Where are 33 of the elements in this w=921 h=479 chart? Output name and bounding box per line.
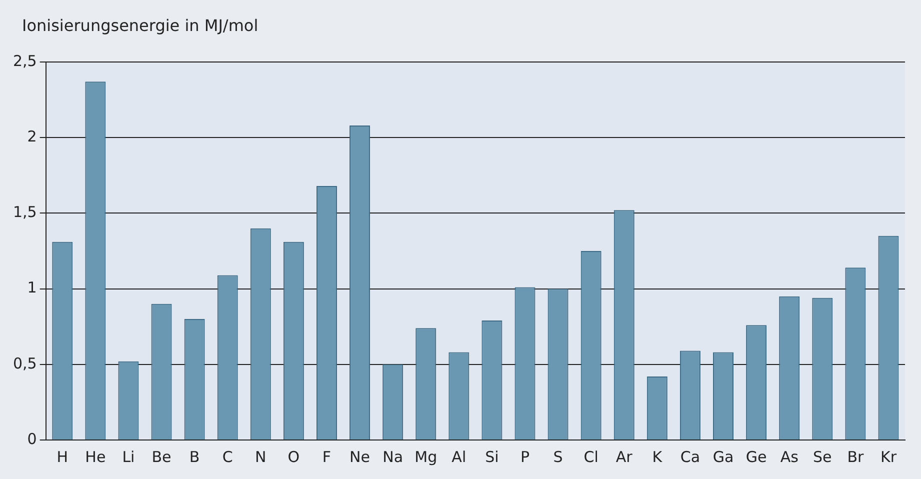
x-tick-label: Kr: [880, 448, 898, 466]
x-tick-label: Ge: [746, 448, 767, 466]
x-tick-label: B: [189, 448, 200, 466]
y-tick-label: 2,5: [12, 52, 37, 70]
y-tick-label: 1: [27, 278, 37, 297]
x-tick-label: Ar: [616, 448, 634, 466]
x-tick-label: C: [222, 448, 233, 466]
x-tick-label: H: [56, 448, 68, 466]
x-tick-label: F: [322, 448, 332, 466]
x-tick-label: He: [85, 448, 106, 466]
x-tick-label: Ne: [350, 448, 370, 466]
y-tick-label: 0,5: [12, 354, 37, 372]
x-tick-label: O: [288, 448, 300, 466]
y-tick-label: 2: [27, 127, 37, 146]
x-tick-label: Br: [847, 448, 864, 466]
x-tick-label: Si: [485, 448, 499, 466]
x-tick-label: Ca: [680, 448, 700, 466]
x-tick-label: Mg: [414, 448, 438, 466]
x-tick-label: Al: [452, 448, 466, 466]
x-tick-label: K: [652, 448, 664, 466]
y-axis-title: Ionisierungsenergie in MJ/mol: [22, 16, 258, 35]
x-tick-label: Se: [813, 448, 832, 466]
x-tick-label: Na: [382, 448, 404, 466]
x-tick-label: S: [553, 448, 563, 466]
y-tick-label: 0: [27, 430, 37, 448]
x-tick-label: Cl: [584, 448, 598, 466]
x-tick-label: As: [780, 448, 799, 466]
x-tick-label: N: [255, 448, 266, 466]
y-tick-label: 1,5: [12, 203, 37, 222]
x-tick-label: Be: [152, 448, 172, 466]
x-tick-label: Li: [122, 448, 135, 466]
x-tick-label: P: [520, 448, 530, 466]
x-tick-label: Ga: [712, 448, 734, 466]
